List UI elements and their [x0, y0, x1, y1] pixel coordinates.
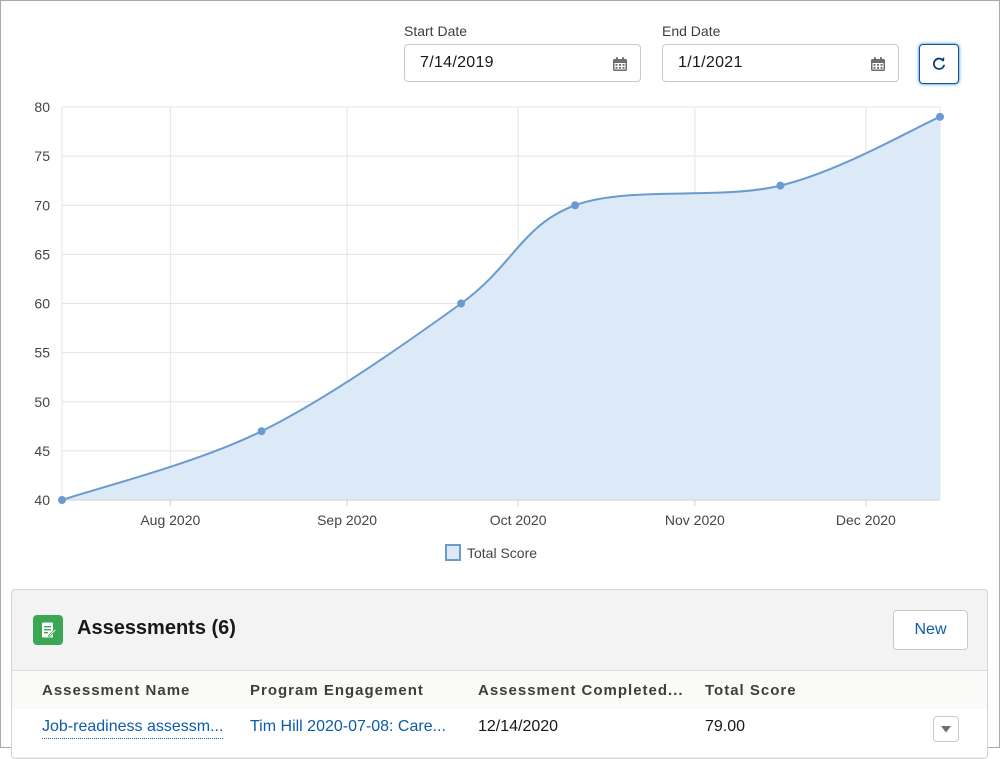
program-engagement-link[interactable]: Tim Hill 2020-07-08: Care...	[250, 718, 446, 735]
end-date-input[interactable]: 1/1/2021	[662, 44, 899, 82]
refresh-button[interactable]	[919, 44, 959, 84]
table-row: Job-readiness assessm... Tim Hill 2020-0…	[12, 709, 987, 757]
data-point	[457, 299, 466, 308]
column-header-total-score[interactable]: Total Score	[705, 682, 797, 699]
start-date-input[interactable]: 7/14/2019	[404, 44, 641, 82]
start-date-label: Start Date	[404, 23, 468, 39]
assessments-card: Assessments (6) New Assessment Name Prog…	[11, 589, 988, 759]
x-tick-label: Aug 2020	[140, 512, 200, 528]
assessment-name-link[interactable]: Job-readiness assessm...	[42, 718, 224, 739]
total-score-chart: 40 45 50 55 60 65 70 75 80 Aug 2020 Sep 2020 Oct 20…	[34, 99, 944, 561]
assessment-completed-date: 12/14/2020	[478, 718, 559, 735]
calendar-icon[interactable]	[870, 56, 886, 72]
column-header-program-engagement[interactable]: Program Engagement	[250, 682, 424, 699]
y-tick-label: 55	[34, 345, 50, 361]
column-header-assessment-name[interactable]: Assessment Name	[42, 682, 191, 699]
total-score-line	[61, 115, 941, 501]
data-point	[571, 201, 580, 210]
x-tick-label: Oct 2020	[490, 512, 547, 528]
data-point	[776, 181, 785, 190]
total-score-value: 79.00	[705, 718, 746, 735]
y-tick-label: 65	[34, 246, 50, 262]
y-tick-label: 45	[34, 443, 50, 459]
y-tick-label: 60	[34, 296, 50, 312]
y-tick-label: 50	[34, 394, 50, 410]
legend-swatch	[445, 544, 461, 561]
data-point	[257, 427, 266, 436]
new-assessment-button[interactable]: New	[893, 610, 968, 650]
assessments-title: Assessments (6)	[77, 617, 236, 639]
y-tick-label: 80	[34, 99, 50, 115]
total-score-area	[62, 116, 940, 500]
chevron-down-icon	[941, 726, 951, 733]
row-actions-button[interactable]	[933, 716, 959, 742]
data-point	[936, 112, 944, 121]
end-date-field: End Date 1/1/2021	[662, 22, 899, 82]
assessments-table-header: Assessment Name Program Engagement Asses…	[12, 670, 987, 710]
assessment-icon	[33, 615, 63, 645]
x-tick-label: Nov 2020	[665, 512, 725, 528]
refresh-icon	[933, 56, 945, 70]
start-date-field: Start Date 7/14/2019	[404, 22, 641, 82]
data-point	[58, 496, 66, 504]
x-tick-label: Dec 2020	[836, 512, 896, 528]
y-tick-label: 40	[34, 492, 50, 508]
x-tick-label: Sep 2020	[317, 512, 377, 528]
calendar-icon[interactable]	[612, 56, 628, 72]
column-header-assessment-completed[interactable]: Assessment Completed...	[478, 682, 684, 699]
assessments-header: Assessments (6) New	[12, 590, 987, 670]
end-date-value: 1/1/2021	[678, 54, 743, 71]
y-tick-label: 70	[34, 197, 50, 213]
end-date-label: End Date	[662, 23, 721, 39]
start-date-value: 7/14/2019	[420, 54, 494, 71]
legend-label: Total Score	[467, 545, 537, 561]
y-tick-label: 75	[34, 148, 50, 164]
